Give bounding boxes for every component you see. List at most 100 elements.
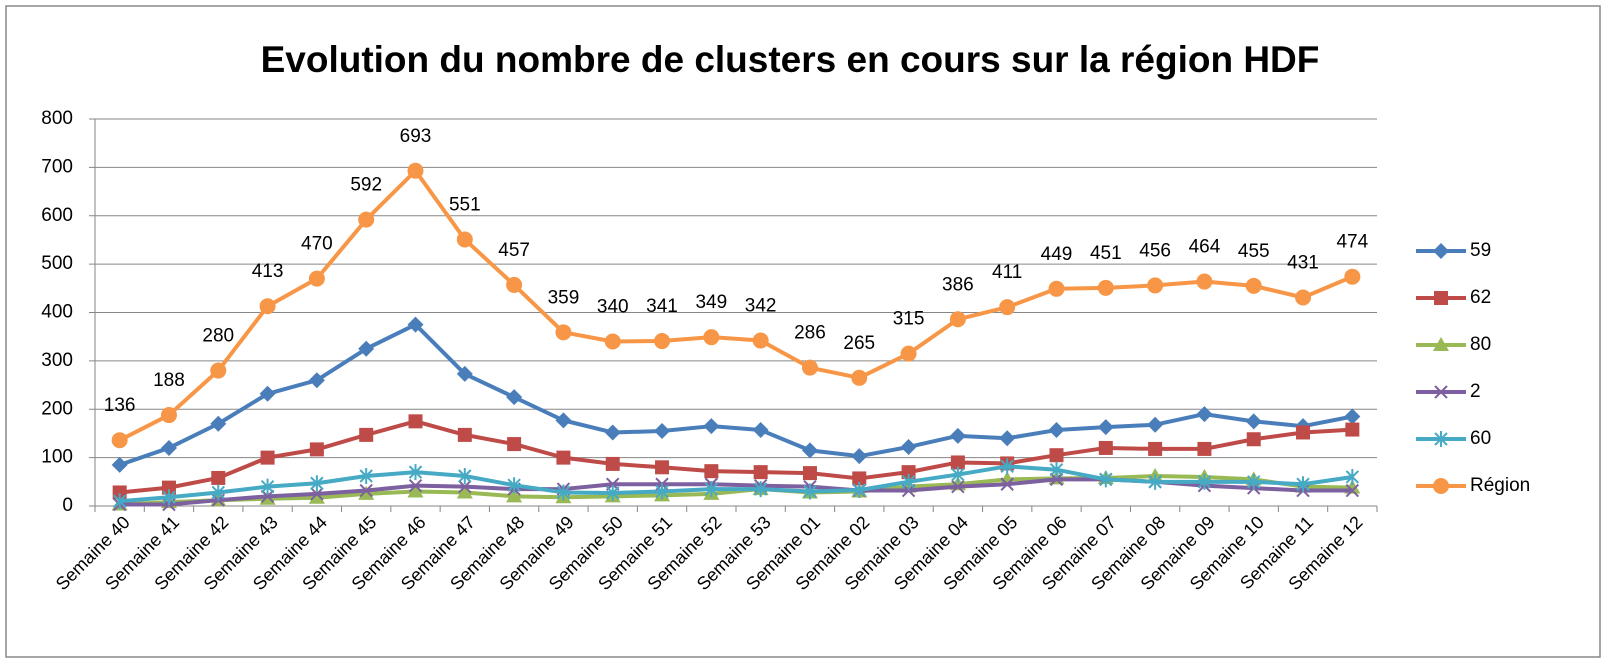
marker: [801, 359, 818, 376]
data-label: 456: [1139, 240, 1171, 261]
legend-label: 59: [1470, 240, 1491, 261]
data-label: 693: [400, 126, 432, 147]
marker: [852, 471, 867, 486]
marker: [901, 473, 916, 490]
marker: [458, 468, 472, 485]
marker: [704, 464, 719, 479]
marker: [1434, 291, 1448, 305]
marker: [752, 422, 769, 439]
marker: [507, 437, 522, 452]
marker: [111, 432, 128, 449]
marker: [1098, 440, 1113, 455]
data-label: 592: [350, 175, 382, 196]
marker: [655, 460, 670, 475]
marker: [1147, 277, 1164, 294]
marker: [161, 480, 176, 495]
data-label: 449: [1041, 244, 1073, 265]
marker: [1434, 385, 1448, 399]
marker: [556, 450, 571, 465]
marker: [211, 484, 225, 501]
marker: [358, 211, 375, 228]
marker: [1049, 461, 1064, 478]
legend-label: 62: [1470, 287, 1491, 308]
legend-label: Région: [1470, 475, 1530, 496]
marker: [900, 345, 917, 362]
marker: [359, 483, 373, 498]
marker: [308, 489, 325, 504]
y-tick-label: 800: [41, 108, 73, 129]
data-label: 136: [104, 395, 136, 416]
chart-title: Evolution du nombre de clusters en cours…: [261, 39, 1320, 80]
series-line: [119, 419, 1353, 495]
series-line: [118, 168, 1354, 442]
marker: [112, 493, 127, 510]
data-label: 341: [646, 296, 678, 317]
legend-label: 60: [1470, 428, 1491, 449]
marker: [358, 485, 375, 500]
marker: [310, 487, 324, 501]
marker: [1345, 422, 1360, 437]
marker: [606, 484, 620, 501]
y-tick-label: 700: [41, 156, 73, 177]
data-label: 265: [843, 333, 875, 354]
marker: [703, 329, 720, 346]
marker: [951, 479, 965, 494]
marker: [458, 479, 472, 494]
marker: [654, 423, 671, 440]
marker: [1245, 277, 1262, 294]
marker: [654, 333, 671, 350]
marker: [951, 466, 965, 483]
marker: [358, 340, 375, 357]
marker: [1196, 273, 1213, 290]
data-label: 188: [153, 370, 185, 391]
marker: [359, 468, 373, 485]
data-label: 340: [597, 297, 629, 318]
chart-border: [5, 5, 1601, 658]
marker: [851, 369, 868, 386]
marker: [456, 365, 473, 382]
marker: [1296, 425, 1311, 440]
marker: [308, 270, 325, 287]
marker: [1048, 280, 1065, 297]
marker: [1148, 441, 1163, 456]
marker: [260, 478, 275, 495]
marker: [999, 299, 1016, 316]
marker: [851, 448, 868, 465]
marker: [1000, 458, 1014, 475]
marker: [555, 412, 572, 429]
legend-label: 80: [1470, 334, 1491, 355]
marker: [162, 489, 176, 506]
marker: [1099, 471, 1113, 488]
marker: [359, 427, 374, 442]
marker: [1246, 432, 1261, 447]
marker: [1197, 473, 1212, 490]
marker: [308, 372, 325, 389]
marker: [160, 439, 177, 456]
marker: [999, 430, 1016, 447]
marker: [1433, 243, 1449, 259]
y-tick-label: 300: [41, 350, 73, 371]
marker: [752, 332, 769, 349]
marker: [408, 478, 423, 493]
marker: [160, 407, 177, 424]
data-label: 286: [794, 323, 826, 344]
marker: [309, 442, 324, 457]
y-tick-label: 0: [62, 495, 73, 516]
marker: [456, 231, 473, 248]
data-label: 315: [893, 309, 925, 330]
marker: [703, 418, 720, 435]
series: 62: [112, 287, 1491, 500]
marker: [901, 465, 916, 480]
marker: [1296, 476, 1310, 493]
legend-label: 2: [1470, 381, 1481, 402]
y-tick-label: 400: [41, 302, 73, 323]
marker: [310, 475, 324, 492]
marker: [210, 415, 227, 432]
marker: [802, 466, 817, 481]
marker: [555, 324, 572, 341]
data-label: 349: [695, 292, 727, 313]
marker: [1097, 279, 1114, 296]
marker: [210, 362, 227, 379]
series: 60: [112, 428, 1491, 510]
marker: [753, 481, 768, 498]
